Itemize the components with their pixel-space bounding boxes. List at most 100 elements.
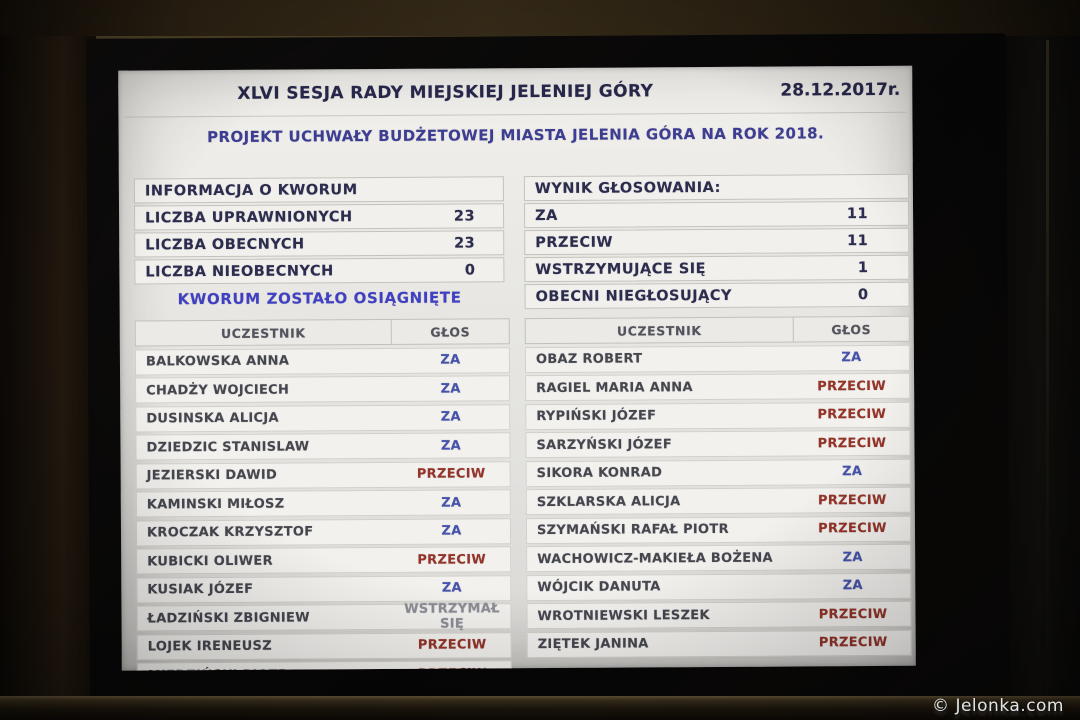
column-header-participant: UCZESTNIK (616, 322, 702, 339)
participant-row: LOJEK IRENEUSZ PRZECIW (136, 631, 512, 661)
participant-vote: ZA (440, 438, 462, 454)
results-row: PRZECIW 11 (524, 227, 910, 256)
quorum-row: LICZBA OBECNYCH 23 (134, 230, 505, 258)
participant-vote: ZA (841, 350, 862, 366)
results-panel: WYNIK GŁOSOWANIA: ZA 11 PRZECIW 11 (523, 173, 910, 311)
monitor: XLVI SESJA RADY MIEJSKIEJ JELENIEJ GÓRY … (85, 33, 1011, 703)
participant-name: SZYMAŃSKI RAFAŁ PIOTR (536, 521, 729, 539)
participant-row: WROTNIEWSKI LESZEK PRZECIW (526, 600, 912, 630)
results-row-value: 0 (857, 286, 869, 303)
title-divider (124, 111, 907, 118)
watermark: © Jelonka.com (932, 696, 1064, 716)
participant-name: KUSIAK JÓZEF (147, 581, 254, 598)
participant-name: SIKORA KONRAD (536, 465, 663, 482)
participant-row: ŁADZIŃSKI ZBIGNIEW WSTRZYMAŁ SIĘ (136, 601, 512, 632)
participants-table-left: UCZESTNIK GŁOS BALKOWSKA ANNA ZA CHADŻY … (134, 318, 512, 671)
table-body-left: BALKOWSKA ANNA ZA CHADŻY WOJCIECH ZA DUS… (134, 346, 512, 671)
participant-row: ZIĘTEK JANINA PRZECIW (526, 629, 912, 658)
quorum-rows: LICZBA UPRAWNIONYCH 23 LICZBA OBECNYCH 2… (133, 203, 505, 285)
participant-vote: PRZECIW (417, 637, 487, 653)
participant-name: OBAZ ROBERT (535, 351, 643, 368)
participant-vote: ZA (440, 381, 461, 397)
results-rows: ZA 11 PRZECIW 11 WSTRZYMUJĄCE SIĘ 1 (523, 200, 910, 310)
participant-name: KROCZAK KRZYSZTOF (146, 524, 314, 541)
results-row-label: OBECNI NIEGŁOSUJĄCY (535, 287, 733, 305)
participant-row: RYPIŃSKI JÓZEF PRZECIW (525, 401, 911, 430)
participant-row: KUBICKI OLIWER PRZECIW (136, 546, 512, 575)
participant-name: JEZIERSKI DAWID (146, 467, 278, 484)
participant-name: SARZYŃSKI JÓZEF (536, 436, 673, 453)
participant-row: KROCZAK KRZYSZTOF ZA (135, 517, 512, 547)
results-row-label: PRZECIW (535, 234, 614, 251)
session-title: XLVI SESJA RADY MIEJSKIEJ JELENIEJ GÓRY (237, 81, 654, 104)
session-date: 28.12.2017r. (780, 79, 901, 101)
participant-vote: PRZECIW (416, 466, 486, 482)
participant-row: RAGIEL MARIA ANNA PRZECIW (525, 372, 911, 402)
participant-vote: ZA (440, 352, 461, 368)
column-header-vote: GŁOS (390, 319, 509, 344)
participant-row: MIEDZIŃSKI PIOTR PRZECIW (136, 660, 512, 671)
participant-vote: PRZECIW (818, 606, 888, 622)
participant-row: WÓJCIK DANUTA ZA (526, 572, 912, 601)
column-header-vote: GŁOS (792, 316, 909, 342)
participant-row: CHADŻY WOJCIECH ZA (135, 375, 511, 404)
participant-row: DUSINSKA ALICJA ZA (135, 403, 511, 433)
participant-row: SZKLARSKA ALICJA PRZECIW (525, 486, 911, 516)
table-body-right: OBAZ ROBERT ZA RAGIEL MARIA ANNA PRZECIW… (524, 344, 912, 658)
results-row-value: 11 (846, 232, 869, 249)
results-row-label: WSTRZYMUJĄCE SIĘ (535, 260, 707, 278)
column-header-participant: UCZESTNIK (220, 324, 306, 341)
participant-vote: WSTRZYMAŁ SIĘ (404, 601, 500, 632)
quorum-row-label: LICZBA NIEOBECNYCH (145, 262, 334, 280)
participant-name: BALKOWSKA ANNA (145, 353, 290, 370)
participant-row: JEZIERSKI DAWID PRZECIW (135, 460, 511, 490)
resolution-subtitle: PROJEKT UCHWAŁY BUDŻETOWEJ MIASTA JELENI… (207, 124, 825, 147)
participant-name: ZIĘTEK JANINA (537, 636, 649, 653)
quorum-row-label: LICZBA OBECNYCH (145, 235, 305, 253)
participant-row: DZIEDZIC STANISLAW ZA (135, 432, 511, 461)
participant-row: SZYMAŃSKI RAFAŁ PIOTR PRZECIW (525, 515, 912, 544)
participant-name: SZKLARSKA ALICJA (536, 493, 681, 510)
results-row-value: 1 (857, 259, 869, 276)
wall-left-panel (0, 36, 96, 720)
participant-vote: PRZECIW (817, 378, 886, 394)
results-header-label: WYNIK GŁOSOWANIA: (534, 179, 721, 197)
participant-vote: ZA (441, 523, 462, 539)
participant-name: KUBICKI OLIWER (147, 553, 273, 569)
participant-vote: ZA (842, 578, 863, 594)
voting-screen: XLVI SESJA RADY MIEJSKIEJ JELENIEJ GÓRY … (118, 65, 916, 671)
quorum-panel: INFORMACJA O KWORUM LICZBA UPRAWNIONYCH … (133, 176, 505, 311)
quorum-row: LICZBA UPRAWNIONYCH 23 (133, 203, 505, 231)
wall-right-panel (1004, 36, 1080, 720)
wall-edge-highlight (1046, 40, 1049, 700)
participant-row: SARZYŃSKI JÓZEF PRZECIW (525, 429, 911, 459)
results-panel-header: WYNIK GŁOSOWANIA: (523, 173, 909, 202)
participant-vote: ZA (842, 549, 863, 565)
participant-name: MIEDZIŃSKI PIOTR (138, 666, 394, 671)
quorum-header-label: INFORMACJA O KWORUM (144, 181, 358, 199)
participant-name: LOJEK IRENEUSZ (147, 638, 272, 655)
participant-vote: ZA (440, 409, 461, 425)
participant-vote: ZA (842, 464, 863, 480)
participant-name: CHADŻY WOJCIECH (146, 382, 290, 398)
participant-row: KAMINSKI MIŁOSZ ZA (135, 489, 511, 518)
participant-name: KAMINSKI MIŁOSZ (146, 496, 285, 512)
shelf-ledge (0, 696, 1080, 720)
quorum-panel-header: INFORMACJA O KWORUM (133, 176, 504, 204)
quorum-row: LICZBA NIEOBECNYCH 0 (134, 257, 505, 285)
participant-name: RAGIEL MARIA ANNA (536, 379, 693, 396)
participant-row: SIKORA KONRAD ZA (525, 458, 911, 487)
participant-vote: PRZECIW (818, 520, 887, 537)
participant-vote: PRZECIW (817, 435, 887, 451)
quorum-row-value: 23 (453, 234, 476, 252)
participant-name: DUSINSKA ALICJA (146, 410, 279, 427)
participant-vote: ZA (441, 580, 462, 596)
participant-name: WROTNIEWSKI LESZEK (537, 607, 710, 624)
participant-vote: PRZECIW (817, 492, 887, 508)
quorum-row-value: 0 (464, 261, 476, 279)
participant-row: OBAZ ROBERT ZA (524, 344, 911, 373)
participant-name: ŁADZIŃSKI ZBIGNIEW (147, 609, 310, 626)
results-row-value: 11 (846, 205, 869, 222)
participants-table-right: UCZESTNIK GŁOS OBAZ ROBERT ZA RAGIEL MAR… (524, 315, 912, 660)
